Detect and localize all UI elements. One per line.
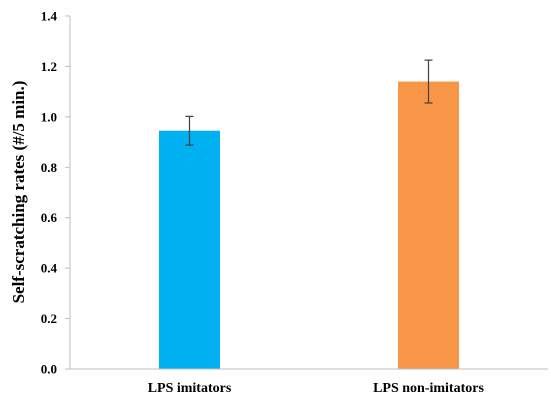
bars [159,59,459,370]
y-tick-label: 0.0 [41,362,57,377]
y-tick-label: 0.8 [41,160,58,175]
x-tick-label: LPS imitators [148,381,232,396]
y-tick-label: 1.0 [41,109,57,124]
y-tick-label: 0.4 [41,261,58,276]
y-tick-label: 1.2 [41,59,57,74]
y-tick-label: 0.6 [41,210,58,225]
y-axis: 0.0 0.2 0.4 0.6 0.8 1.0 1.2 1.4 [41,9,71,377]
x-axis: LPS imitators LPS non-imitators [70,368,548,396]
y-axis-label: Self-scratching rates (#/5 min.) [9,81,28,304]
y-tick-label: 0.2 [41,311,57,326]
bar [398,81,459,370]
bar [159,130,220,369]
y-tick-label: 1.4 [41,9,58,24]
x-tick-label: LPS non-imitators [373,381,484,396]
